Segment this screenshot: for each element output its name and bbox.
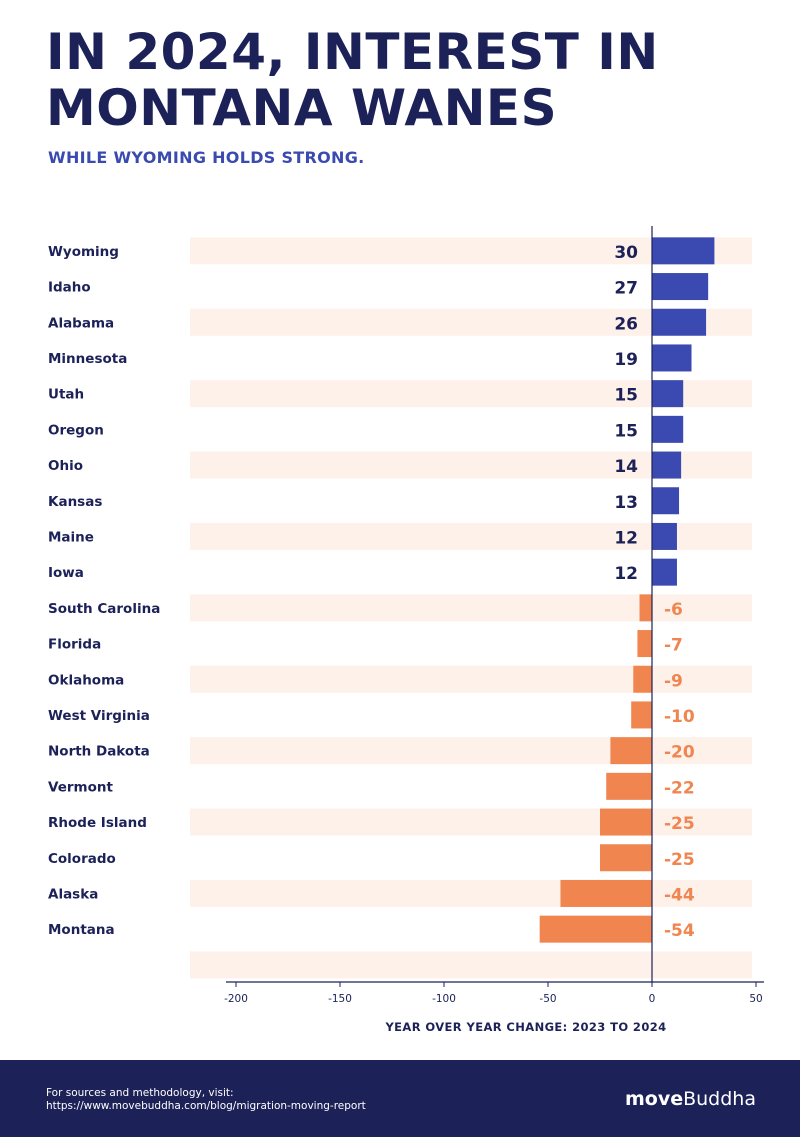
data-label: -6 <box>664 600 683 620</box>
row-stripe <box>190 665 752 693</box>
bar <box>652 308 707 336</box>
category-label: Colorado <box>48 851 116 867</box>
bar <box>633 665 652 693</box>
row-stripe <box>190 737 752 765</box>
data-label: 13 <box>614 493 638 513</box>
category-label: Montana <box>48 922 115 938</box>
data-label: -7 <box>664 636 683 656</box>
x-axis-label: YEAR OVER YEAR CHANGE: 2023 TO 2024 <box>384 1020 666 1034</box>
bar <box>631 701 652 729</box>
bar <box>606 772 652 800</box>
bar <box>652 451 682 479</box>
row-stripe <box>190 594 752 622</box>
row-stripe <box>190 951 752 979</box>
bar <box>639 594 652 622</box>
footer-sources: For sources and methodology, visit: http… <box>46 1087 366 1113</box>
data-label: 26 <box>614 314 638 334</box>
bar <box>652 273 709 301</box>
bar-chart: Wyoming 30 Idaho 27 Alabama 26 Minnesota 19 Utah… <box>48 226 764 1034</box>
x-tick-label: -50 <box>539 993 556 1005</box>
data-label: -20 <box>664 743 695 763</box>
bar <box>539 915 652 943</box>
bar <box>637 630 652 658</box>
category-label: Kansas <box>48 494 102 510</box>
footer-sources-line: For sources and methodology, visit: <box>46 1087 234 1099</box>
category-label: Alaska <box>48 886 98 902</box>
category-label: Wyoming <box>48 244 119 260</box>
category-label: Utah <box>48 387 84 403</box>
data-label: 19 <box>614 350 638 370</box>
data-label: 30 <box>614 243 638 263</box>
x-tick-label: -150 <box>328 993 352 1005</box>
category-label: West Virginia <box>48 708 150 724</box>
category-label: South Carolina <box>48 601 160 617</box>
category-label: Rhode Island <box>48 815 147 831</box>
data-label: -9 <box>664 671 683 691</box>
data-label: 12 <box>614 564 638 584</box>
category-label: Maine <box>48 529 94 545</box>
bar <box>652 237 715 265</box>
x-tick-label: 50 <box>749 993 762 1005</box>
chart-title-line-1: IN 2024, INTEREST IN <box>46 23 659 81</box>
data-label: -25 <box>664 850 695 870</box>
bar <box>600 808 652 836</box>
logo-bold-part: move <box>624 1088 684 1110</box>
movebuddha-logo: moveBuddha <box>625 1088 756 1110</box>
category-label: Alabama <box>48 315 114 331</box>
bar <box>652 522 677 550</box>
bar <box>652 415 684 443</box>
chart-title-line-2: MONTANA WANES <box>46 79 558 137</box>
chart-subtitle: WHILE WYOMING HOLDS STRONG. <box>48 148 365 167</box>
category-label: Idaho <box>48 280 91 296</box>
category-label: Iowa <box>48 565 84 581</box>
bar <box>560 879 652 907</box>
category-label: Ohio <box>48 458 83 474</box>
data-label: -44 <box>664 885 695 905</box>
data-label: 12 <box>614 528 638 548</box>
row-stripe <box>190 808 752 836</box>
data-label: 15 <box>614 386 638 406</box>
data-label: -22 <box>664 778 695 798</box>
category-label: Minnesota <box>48 351 127 367</box>
bar <box>652 487 680 515</box>
row-stripe <box>190 879 752 907</box>
category-label: Vermont <box>48 779 113 795</box>
bar <box>610 737 652 765</box>
chart-title: IN 2024, INTEREST IN MONTANA WANES <box>46 24 659 136</box>
footer: For sources and methodology, visit: http… <box>0 1060 800 1137</box>
x-tick-label: -100 <box>432 993 456 1005</box>
data-label: -10 <box>664 707 695 727</box>
x-tick-label: -200 <box>224 993 248 1005</box>
bar <box>652 344 692 372</box>
bar <box>652 380 684 408</box>
category-label: Florida <box>48 637 101 653</box>
bar <box>652 558 677 586</box>
category-label: Oklahoma <box>48 672 124 688</box>
data-label: 27 <box>614 279 638 299</box>
footer-sources-url[interactable]: https://www.movebuddha.com/blog/migratio… <box>46 1100 366 1112</box>
x-tick-label: 0 <box>649 993 656 1005</box>
data-label: 14 <box>614 457 638 477</box>
bar <box>600 844 652 872</box>
data-label: -25 <box>664 814 695 834</box>
logo-regular-part: Buddha <box>683 1088 756 1110</box>
data-label: -54 <box>664 921 695 941</box>
category-label: North Dakota <box>48 744 150 760</box>
data-label: 15 <box>614 421 638 441</box>
category-label: Oregon <box>48 422 104 438</box>
